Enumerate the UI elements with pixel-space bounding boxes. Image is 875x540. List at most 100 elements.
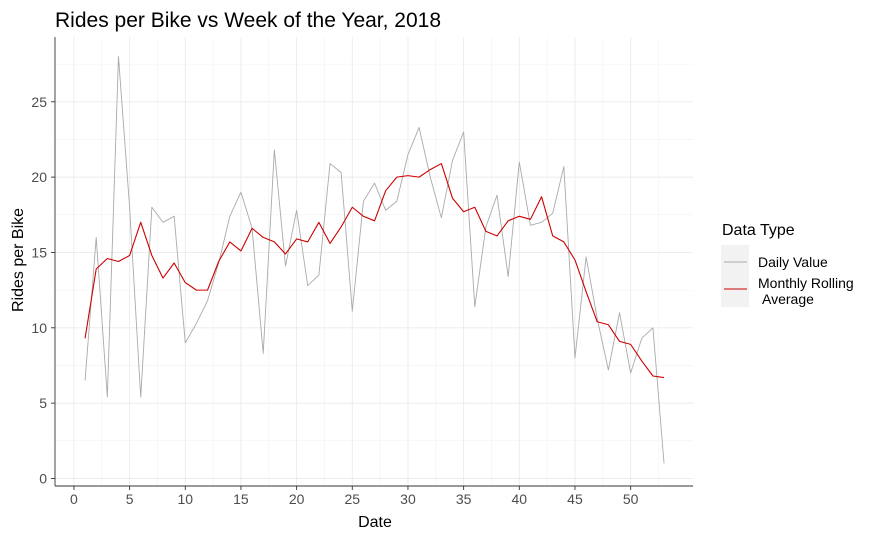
series-daily-value <box>84 56 665 464</box>
data-point <box>296 238 297 239</box>
x-tick-label: 0 <box>70 491 78 507</box>
data-point <box>329 243 330 244</box>
data-point <box>318 274 319 275</box>
data-point <box>530 225 531 226</box>
data-point <box>107 258 108 259</box>
data-point <box>129 207 130 208</box>
data-point <box>574 259 575 260</box>
data-point <box>418 177 419 178</box>
data-point <box>452 160 453 161</box>
legend-label-line: Average <box>762 291 814 307</box>
data-point <box>508 220 509 221</box>
data-point <box>597 321 598 322</box>
data-point <box>608 369 609 370</box>
data-point <box>84 380 85 381</box>
series-line <box>84 163 665 379</box>
data-point <box>341 226 342 227</box>
data-point <box>630 344 631 345</box>
x-tick-label: 5 <box>126 491 134 507</box>
data-point <box>285 253 286 254</box>
chart-title: Rides per Bike vs Week of the Year, 2018 <box>55 9 441 32</box>
data-point <box>519 216 520 217</box>
data-point <box>563 241 564 242</box>
data-point <box>485 231 486 232</box>
data-point <box>430 177 431 178</box>
data-point <box>541 222 542 223</box>
data-point <box>641 360 642 361</box>
data-point <box>196 323 197 324</box>
x-tick-label: 25 <box>344 491 360 507</box>
data-point <box>329 163 330 164</box>
data-point <box>519 161 520 162</box>
data-point <box>530 219 531 220</box>
series-monthly-rolling-average <box>84 163 665 379</box>
data-point <box>263 353 264 354</box>
data-point <box>285 265 286 266</box>
data-point <box>151 207 152 208</box>
x-tick-label: 45 <box>567 491 583 507</box>
x-axis-title: Date <box>358 514 392 531</box>
data-point <box>463 211 464 212</box>
series-layer <box>84 56 665 464</box>
data-point <box>407 175 408 176</box>
data-point <box>630 372 631 373</box>
data-point <box>174 216 175 217</box>
x-tick-label: 30 <box>400 491 416 507</box>
axes: 0 5 10 15 20 25 30 35 40 45 50 0 5 10 15 20 25 <box>31 37 693 507</box>
data-point <box>118 56 119 57</box>
data-point <box>385 210 386 211</box>
data-point <box>218 261 219 262</box>
legend-title: Data Type <box>722 222 795 239</box>
data-point <box>508 276 509 277</box>
y-tick-label: 10 <box>31 320 47 336</box>
data-point <box>619 341 620 342</box>
data-point <box>652 375 653 376</box>
data-point <box>207 300 208 301</box>
x-tick-label: 50 <box>623 491 639 507</box>
data-point <box>118 261 119 262</box>
data-point <box>96 268 97 269</box>
series-line <box>84 56 665 464</box>
x-tick-label: 40 <box>512 491 528 507</box>
data-point <box>352 207 353 208</box>
data-point <box>263 237 264 238</box>
data-point <box>374 220 375 221</box>
data-point <box>251 228 252 229</box>
data-point <box>140 222 141 223</box>
data-point <box>396 201 397 202</box>
legend-key-background <box>721 245 749 307</box>
data-point <box>174 262 175 263</box>
data-point <box>418 127 419 128</box>
data-point <box>407 154 408 155</box>
data-point <box>641 338 642 339</box>
data-point <box>129 255 130 256</box>
data-point <box>474 207 475 208</box>
data-point <box>296 210 297 211</box>
x-tick-label: 35 <box>456 491 472 507</box>
data-point <box>441 163 442 164</box>
data-point <box>318 222 319 223</box>
data-point <box>563 166 564 167</box>
y-tick-label: 0 <box>39 470 47 486</box>
data-point <box>274 149 275 150</box>
data-point <box>307 285 308 286</box>
data-point <box>663 463 664 464</box>
y-tick-label: 25 <box>31 94 47 110</box>
data-point <box>552 213 553 214</box>
data-point <box>463 131 464 132</box>
data-point <box>608 324 609 325</box>
x-tick-label: 20 <box>289 491 305 507</box>
data-point <box>441 217 442 218</box>
grid <box>55 37 693 486</box>
legend: Data Type Daily Value Monthly Rolling Aver… <box>721 222 854 307</box>
data-point <box>229 216 230 217</box>
data-point <box>352 311 353 312</box>
data-point <box>341 172 342 173</box>
data-point <box>274 241 275 242</box>
data-point <box>196 290 197 291</box>
data-point <box>396 177 397 178</box>
data-point <box>552 235 553 236</box>
data-point <box>151 255 152 256</box>
y-axis-title: Rides per Bike <box>10 208 27 312</box>
